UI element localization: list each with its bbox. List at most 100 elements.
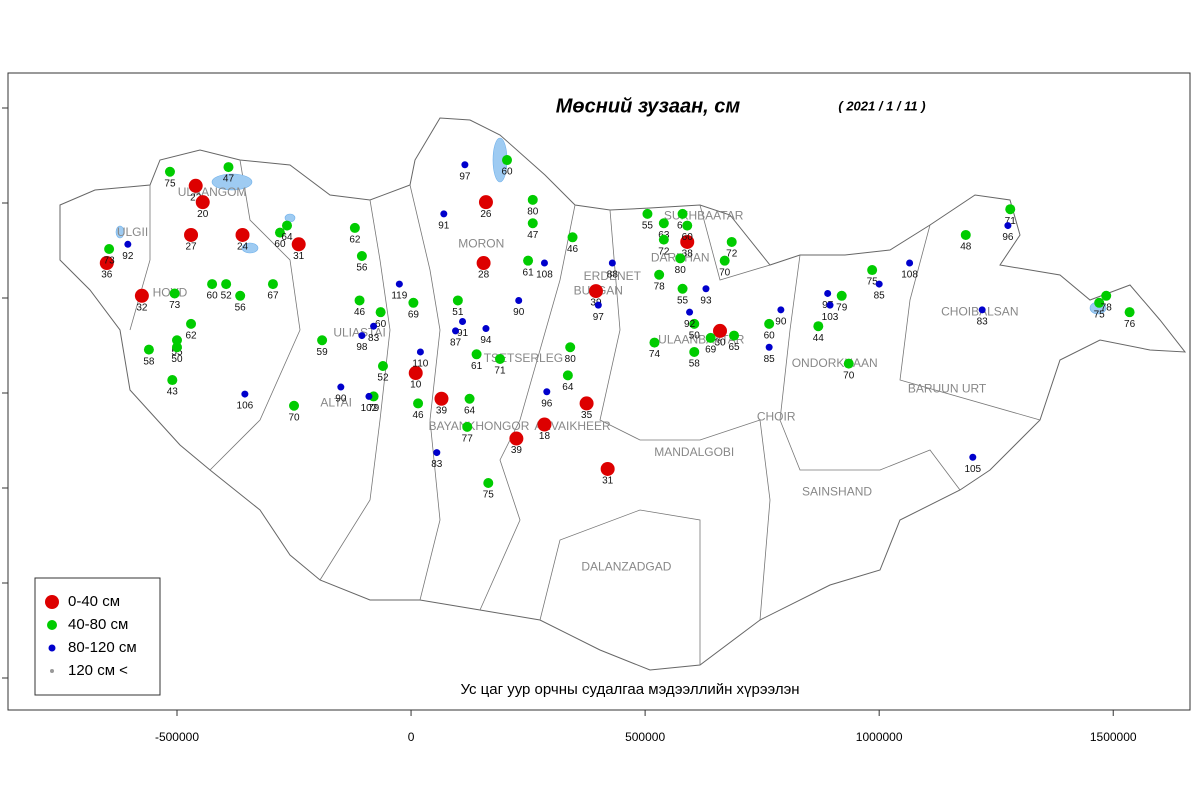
station-dot <box>356 251 367 262</box>
station-dot <box>462 421 473 432</box>
station-label: 60 <box>682 232 694 243</box>
station-dot <box>658 234 669 245</box>
station-label: 24 <box>237 242 249 253</box>
station-label: 119 <box>391 291 407 302</box>
city-label: BARUUN URT <box>908 382 987 396</box>
station-label: 47 <box>223 174 235 185</box>
station-label: 90 <box>335 394 347 405</box>
station-label: 18 <box>539 431 551 442</box>
station-label: 10 <box>410 380 422 391</box>
station-dot <box>594 301 602 309</box>
station-dot <box>608 259 616 267</box>
city-label: MANDALGOBI <box>654 445 734 459</box>
station-dot <box>565 342 576 353</box>
city-label: ERDENET <box>584 269 642 283</box>
station-label: 75 <box>483 490 495 501</box>
station-dot <box>649 337 660 348</box>
station-dot <box>413 398 424 409</box>
city-label: ULGII <box>117 225 148 239</box>
title: Мөсний зузаан, см <box>556 95 741 117</box>
station-dot <box>188 178 203 193</box>
station-label: 75 <box>1094 309 1106 320</box>
station-dot <box>642 208 653 219</box>
station-label: 30 <box>714 338 726 349</box>
station-label: 27 <box>185 242 197 253</box>
station-label: 65 <box>728 342 740 353</box>
station-label: 88 <box>607 270 619 281</box>
station-label: 74 <box>649 349 661 360</box>
station-label: 70 <box>288 412 300 423</box>
station-dot <box>134 288 149 303</box>
station-dot <box>354 295 365 306</box>
station-dot <box>483 478 494 489</box>
station-label: 91 <box>457 328 469 339</box>
station-label: 62 <box>185 331 197 342</box>
station-dot <box>186 318 197 329</box>
station-label: 96 <box>1002 232 1014 243</box>
station-dot <box>677 283 688 294</box>
city-label: ONDORKHAAN <box>792 356 878 370</box>
station-label: 75 <box>867 277 879 288</box>
station-dot <box>349 222 360 233</box>
station-dot <box>207 279 218 290</box>
station-label: 39 <box>511 445 523 456</box>
station-label: 91 <box>438 221 450 232</box>
x-tick-label: 0 <box>408 730 415 744</box>
station-label: 58 <box>689 359 701 370</box>
station-label: 97 <box>593 312 605 323</box>
station-dot <box>765 343 773 351</box>
station-label: 103 <box>822 312 839 323</box>
station-label: 97 <box>459 171 471 182</box>
station-label: 59 <box>317 347 329 358</box>
station-dot <box>433 449 441 457</box>
station-dot <box>777 306 785 314</box>
station-label: 26 <box>480 209 492 220</box>
station-label: 52 <box>221 291 233 302</box>
station-dot <box>395 280 403 288</box>
station-label: 51 <box>452 307 464 318</box>
country-outline <box>59 117 1187 671</box>
city-label: DALANZADGAD <box>581 559 671 573</box>
station-dot <box>124 240 132 248</box>
province-borders <box>129 159 1041 665</box>
station-dot <box>600 461 615 476</box>
station-dot <box>223 162 234 173</box>
station-dot <box>764 318 775 329</box>
station-label: 48 <box>960 242 972 253</box>
station-label: 73 <box>104 256 116 267</box>
station-dot <box>241 390 249 398</box>
station-label: 71 <box>494 366 506 377</box>
station-dot <box>689 346 700 357</box>
station-dot <box>527 218 538 229</box>
station-dot <box>184 227 199 242</box>
city-label: ARVAIKHEER <box>534 419 611 433</box>
station-dot <box>713 323 728 338</box>
station-label: 108 <box>901 270 918 281</box>
station-label: 47 <box>527 230 539 241</box>
station-label: 98 <box>356 342 368 353</box>
station-dot <box>274 227 285 238</box>
station-dot <box>826 301 834 309</box>
station-label: 55 <box>642 221 654 232</box>
legend-marker <box>47 620 57 630</box>
station-label: 52 <box>377 373 389 384</box>
station-dot <box>540 259 548 267</box>
station-dot <box>836 290 847 301</box>
station-label: 60 <box>207 291 219 302</box>
station-dot <box>867 265 878 276</box>
station-dot <box>654 269 665 280</box>
station-dot <box>375 307 386 318</box>
station-label: 90 <box>513 307 525 318</box>
station-label: 102 <box>361 403 378 414</box>
x-tick-label: -500000 <box>155 730 199 744</box>
station-label: 61 <box>471 361 483 372</box>
station-label: 71 <box>1005 216 1017 227</box>
station-dot <box>408 297 419 308</box>
station-dot <box>221 279 232 290</box>
station-dot <box>478 195 493 210</box>
station-dot <box>337 383 345 391</box>
station-label: 64 <box>281 232 293 243</box>
legend-label: 80-120 см <box>68 639 137 656</box>
city-label: MORON <box>458 236 504 250</box>
station-dot <box>471 349 482 360</box>
